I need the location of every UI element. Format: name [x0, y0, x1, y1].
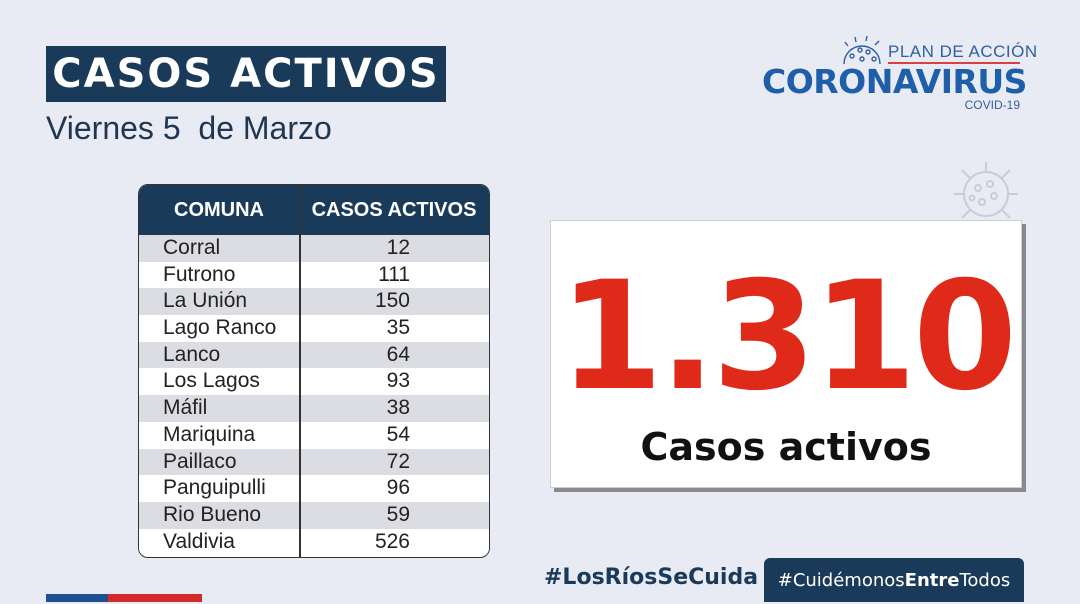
- column-divider: [299, 185, 301, 557]
- hashtag-part-c: Todos: [959, 569, 1011, 591]
- table-row: Valdivia 526: [139, 528, 489, 556]
- comuna-cell: Lanco: [163, 342, 221, 366]
- comuna-cell: Futrono: [163, 262, 236, 286]
- comuna-cell: Rio Bueno: [163, 502, 262, 526]
- casos-cell: 38: [386, 396, 410, 420]
- table-row: Máfil 38: [139, 395, 489, 422]
- casos-cell: 59: [386, 502, 410, 526]
- table-row: Lago Ranco 35: [139, 315, 489, 342]
- comuna-cell: La Unión: [163, 289, 248, 313]
- flag-stripe-red: [108, 594, 202, 602]
- logo-divider: [888, 62, 1020, 64]
- header-casos: CASOS ACTIVOS: [311, 198, 477, 221]
- casos-table: COMUNA CASOS ACTIVOS Corral 12 Futrono 111…: [138, 184, 490, 558]
- flag-stripe-blue: [46, 594, 108, 602]
- casos-cell: 93: [386, 369, 410, 393]
- comuna-cell: Lago Ranco: [163, 316, 277, 340]
- virus-decoration-icon: [954, 162, 1018, 219]
- total-card: 1.310 Casos activos: [550, 220, 1022, 488]
- total-label: Casos activos: [640, 425, 932, 469]
- casos-cell: 526: [374, 529, 410, 553]
- comuna-cell: Valdivia: [163, 529, 235, 553]
- table-row: Rio Bueno 59: [139, 501, 489, 529]
- table-row: Paillaco 72: [139, 448, 489, 476]
- casos-cell: 64: [386, 342, 410, 366]
- table-header: COMUNA CASOS ACTIVOS: [139, 185, 489, 235]
- brand-label: CORONAVIRUS: [762, 62, 1027, 101]
- page-title: CASOS ACTIVOS: [46, 46, 446, 102]
- table-row: Lanco 64: [139, 341, 489, 369]
- casos-cell: 96: [386, 476, 410, 500]
- table-row: Mariquina 54: [139, 421, 489, 449]
- header-comuna: COMUNA: [174, 198, 264, 221]
- comuna-cell: Máfil: [163, 396, 208, 420]
- casos-cell: 35: [386, 316, 410, 340]
- comuna-cell: Los Lagos: [163, 369, 260, 393]
- table-body: Corral 12 Futrono 111 La Unión 150 Lago Ran…: [139, 235, 489, 556]
- casos-cell: 54: [386, 422, 410, 446]
- table-row: Panguipulli 96: [139, 475, 489, 502]
- total-value: 1.310: [558, 250, 1017, 424]
- comuna-cell: Panguipulli: [163, 476, 266, 500]
- casos-cell: 72: [386, 449, 410, 473]
- comuna-cell: Corral: [163, 236, 221, 259]
- comuna-cell: Paillaco: [163, 449, 237, 473]
- hashtag-losrios: #LosRíosSeCuida: [544, 565, 759, 590]
- casos-cell: 150: [374, 289, 410, 313]
- table-row: Corral 12: [139, 235, 489, 262]
- coronavirus-logo: PLAN DE ACCIÓN CORONAVIRUS COVID-19: [760, 34, 1037, 114]
- casos-cell: 12: [386, 236, 410, 259]
- hashtag-part-a: #Cuidémonos: [777, 569, 905, 591]
- hashtag-part-b: Entre: [904, 569, 960, 591]
- hashtag-cuidemonos: #Cuidémonos Entre Todos: [764, 558, 1024, 602]
- table-row: Los Lagos 93: [139, 368, 489, 396]
- table-row: La Unión 150: [139, 288, 489, 316]
- virus-icon: [843, 35, 881, 65]
- covid-label: COVID-19: [964, 98, 1020, 112]
- date-subtitle: Viernes 5 de Marzo: [46, 110, 332, 146]
- casos-cell: 111: [378, 262, 410, 286]
- plan-label: PLAN DE ACCIÓN: [888, 42, 1038, 61]
- comuna-cell: Mariquina: [163, 422, 256, 446]
- table-row: Futrono 111: [139, 261, 489, 289]
